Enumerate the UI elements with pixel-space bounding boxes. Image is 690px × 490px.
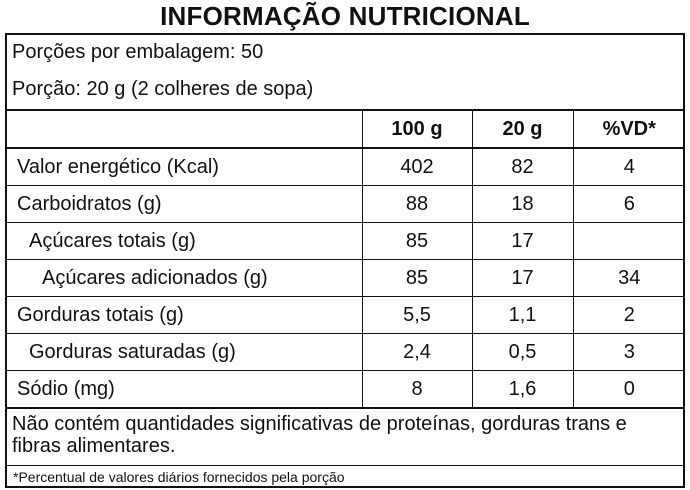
row-value-vd bbox=[572, 222, 685, 260]
table-row: Valor energético (Kcal) 402 82 4 bbox=[5, 147, 685, 186]
table-row: Sódio (mg) 8 1,6 0 bbox=[5, 370, 685, 409]
row-value-100g: 85 bbox=[361, 222, 473, 260]
row-value-100g: 2,4 bbox=[361, 333, 473, 371]
row-label: Carboidratos (g) bbox=[5, 185, 363, 223]
footer: *Percentual de valores diários fornecido… bbox=[5, 465, 685, 488]
row-label: Açúcares adicionados (g) bbox=[5, 259, 363, 297]
row-value-vd: 6 bbox=[572, 185, 685, 223]
row-label: Açúcares totais (g) bbox=[5, 222, 363, 260]
nutrition-note: Não contém quantidades significativas de… bbox=[12, 413, 627, 457]
row-value-20g: 17 bbox=[471, 222, 574, 260]
table-row: Açúcares adicionados (g) 85 17 34 bbox=[5, 259, 685, 297]
row-value-20g: 0,5 bbox=[471, 333, 574, 371]
header-100g: 100 g bbox=[361, 109, 473, 149]
row-value-20g: 17 bbox=[471, 259, 574, 297]
table-row: Carboidratos (g) 88 18 6 bbox=[5, 185, 685, 223]
servings-per-package: Porções por embalagem: 50 bbox=[12, 41, 264, 63]
row-value-100g: 8 bbox=[361, 370, 473, 409]
row-value-100g: 85 bbox=[361, 259, 473, 297]
row-value-vd: 0 bbox=[572, 370, 685, 409]
table-row: Gorduras totais (g) 5,5 1,1 2 bbox=[5, 296, 685, 334]
page-title: INFORMAÇÃO NUTRICIONAL bbox=[160, 1, 530, 31]
table-row: Açúcares totais (g) 85 17 bbox=[5, 222, 685, 260]
row-value-20g: 18 bbox=[471, 185, 574, 223]
row-value-vd: 4 bbox=[572, 147, 685, 186]
row-label: Valor energético (Kcal) bbox=[5, 147, 363, 186]
header-vd: %VD* bbox=[572, 109, 685, 149]
row-label: Gorduras totais (g) bbox=[5, 296, 363, 334]
row-value-vd: 2 bbox=[572, 296, 685, 334]
table-header-row: 100 g 20 g %VD* bbox=[5, 109, 685, 149]
nutrition-table: 100 g 20 g %VD* Valor energético (Kcal) 4… bbox=[5, 109, 685, 409]
footer-text: *Percentual de valores diários fornecido… bbox=[13, 469, 345, 485]
header-20g: 20 g bbox=[471, 109, 574, 149]
header-label bbox=[5, 109, 363, 149]
row-value-100g: 5,5 bbox=[361, 296, 473, 334]
row-label: Gorduras saturadas (g) bbox=[5, 333, 363, 371]
serving-size: Porção: 20 g (2 colheres de sopa) bbox=[12, 78, 314, 100]
row-value-100g: 88 bbox=[361, 185, 473, 223]
row-value-20g: 1,1 bbox=[471, 296, 574, 334]
row-value-100g: 402 bbox=[361, 147, 473, 186]
row-value-20g: 1,6 bbox=[471, 370, 574, 409]
row-value-20g: 82 bbox=[471, 147, 574, 186]
table-row: Gorduras saturadas (g) 2,4 0,5 3 bbox=[5, 333, 685, 371]
row-value-vd: 34 bbox=[572, 259, 685, 297]
row-value-vd: 3 bbox=[572, 333, 685, 371]
row-label: Sódio (mg) bbox=[5, 370, 363, 409]
